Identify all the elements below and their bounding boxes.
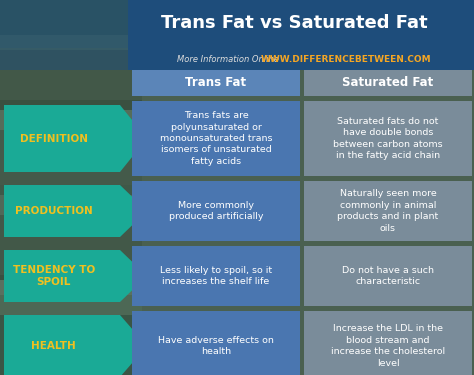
- Bar: [132, 181, 300, 241]
- Polygon shape: [4, 250, 147, 302]
- Bar: [304, 246, 472, 306]
- Text: Naturally seen more
commonly in animal
products and in plant
oils: Naturally seen more commonly in animal p…: [337, 189, 438, 232]
- Bar: [0, 215, 142, 275]
- Bar: [304, 70, 472, 96]
- Text: WWW.DIFFERENCEBETWEEN.COM: WWW.DIFFERENCEBETWEEN.COM: [261, 54, 431, 63]
- Bar: [0, 275, 142, 280]
- Bar: [128, 48, 474, 70]
- Bar: [0, 0, 142, 35]
- Text: TENDENCY TO
SPOIL: TENDENCY TO SPOIL: [13, 265, 95, 287]
- Bar: [304, 101, 472, 176]
- Bar: [0, 48, 132, 70]
- Bar: [0, 185, 142, 195]
- Polygon shape: [4, 315, 147, 375]
- Bar: [0, 295, 142, 315]
- Text: Saturated Fat: Saturated Fat: [342, 76, 434, 90]
- Bar: [304, 311, 472, 375]
- Polygon shape: [4, 105, 147, 172]
- Bar: [132, 70, 300, 96]
- Bar: [0, 110, 142, 130]
- Bar: [0, 130, 142, 185]
- Text: Trans Fat: Trans Fat: [185, 76, 246, 90]
- Polygon shape: [4, 185, 147, 237]
- Text: More Information Online: More Information Online: [177, 54, 278, 63]
- Text: Trans Fat vs Saturated Fat: Trans Fat vs Saturated Fat: [161, 14, 427, 32]
- Bar: [0, 315, 142, 375]
- Text: Saturated fats do not
have double bonds
between carbon atoms
in the fatty acid c: Saturated fats do not have double bonds …: [333, 117, 443, 160]
- Bar: [0, 280, 142, 295]
- Bar: [132, 246, 300, 306]
- Text: Do not have a such
characteristic: Do not have a such characteristic: [342, 266, 434, 286]
- Text: Have adverse effects on
health: Have adverse effects on health: [158, 336, 274, 356]
- Text: DEFINITION: DEFINITION: [20, 134, 88, 144]
- Text: Trans fats are
polyunsaturated or
monounsaturated trans
isomers of unsaturated
f: Trans fats are polyunsaturated or monoun…: [160, 111, 272, 166]
- Bar: [128, 0, 474, 48]
- Text: PRODUCTION: PRODUCTION: [15, 206, 92, 216]
- Bar: [0, 195, 142, 215]
- Text: Increase the LDL in the
blood stream and
increase the cholesterol
level: Increase the LDL in the blood stream and…: [331, 324, 445, 368]
- Text: HEALTH: HEALTH: [31, 341, 76, 351]
- Bar: [0, 0, 132, 48]
- Bar: [132, 101, 300, 176]
- Text: Less likely to spoil, so it
increases the shelf life: Less likely to spoil, so it increases th…: [160, 266, 272, 286]
- Bar: [0, 100, 142, 110]
- Bar: [0, 35, 142, 50]
- Bar: [0, 50, 142, 100]
- Text: More commonly
produced artificially: More commonly produced artificially: [169, 201, 263, 221]
- Bar: [304, 181, 472, 241]
- Bar: [132, 311, 300, 375]
